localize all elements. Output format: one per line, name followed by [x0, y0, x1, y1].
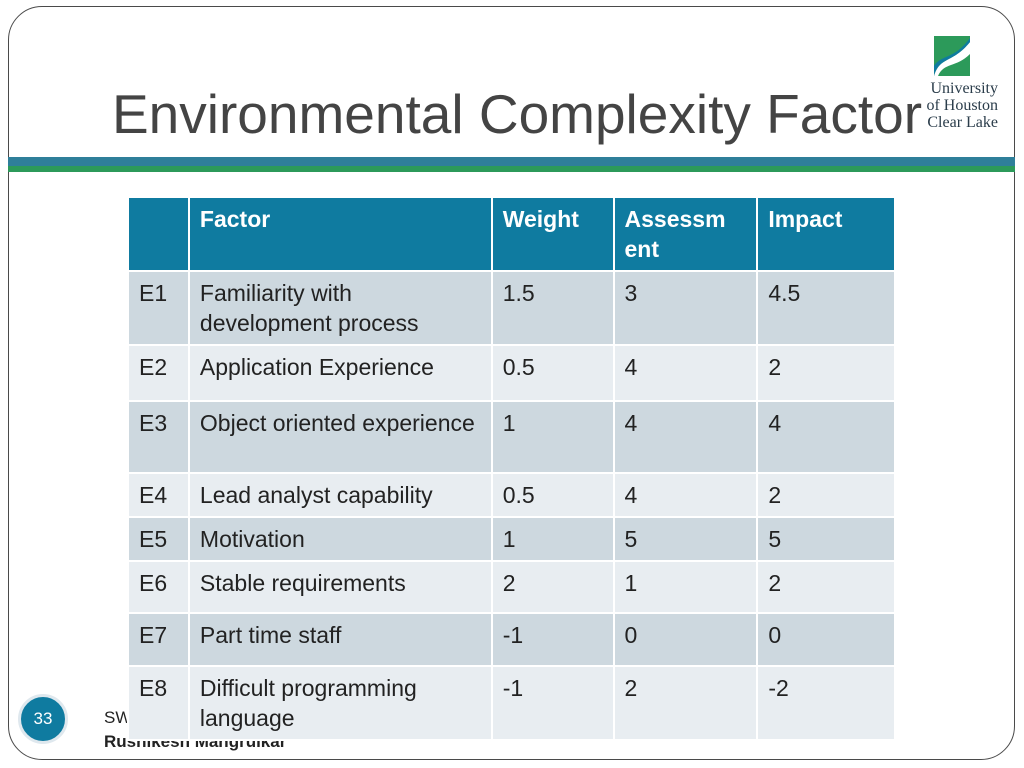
cell-impact: 2: [756, 344, 896, 402]
cell-assessment: 0: [612, 612, 759, 667]
table-row: E2 Application Experience 0.5 4 2: [127, 344, 896, 402]
cell-assessment: 4: [612, 472, 759, 518]
table-row: E3 Object oriented experience 1 4 4: [127, 400, 896, 474]
cell-impact: 0: [756, 612, 896, 667]
table-row: E8 Difficult programming language -1 2 -…: [127, 665, 896, 741]
cell-assessment: 3: [612, 270, 759, 346]
cell-weight: 1: [490, 516, 615, 562]
cell-impact: 4.5: [756, 270, 896, 346]
table-header-row: Factor Weight Assessm ent Impact: [127, 196, 896, 272]
cell-id: E5: [127, 516, 190, 562]
cell-weight: 1.5: [490, 270, 615, 346]
footer-course-text: SW: [104, 708, 132, 727]
cell-id: E4: [127, 472, 190, 518]
table-row: E7 Part time staff -1 0 0: [127, 612, 896, 667]
cell-factor: Lead analyst capability: [187, 472, 493, 518]
cell-weight: -1: [490, 612, 615, 667]
logo-line-2: of Houston: [926, 97, 998, 114]
cell-factor: Object oriented experience: [187, 400, 493, 474]
cell-weight: 0.5: [490, 472, 615, 518]
cell-impact: 4: [756, 400, 896, 474]
cell-id: E3: [127, 400, 190, 474]
slide-title: Environmental Complexity Factor: [112, 83, 923, 145]
table-row: E6 Stable requirements 2 1 2: [127, 560, 896, 614]
title-divider-blue: [8, 157, 1015, 166]
header-id: [127, 196, 190, 272]
cell-weight: 0.5: [490, 344, 615, 402]
slide-number-badge: 33: [18, 694, 68, 744]
logo-line-1: University: [930, 80, 998, 97]
cell-assessment: 4: [612, 344, 759, 402]
cell-id: E2: [127, 344, 190, 402]
cell-factor: Stable requirements: [187, 560, 493, 614]
cell-id: E8: [127, 665, 190, 741]
cell-factor: Part time staff: [187, 612, 493, 667]
university-logo: University of Houston Clear Lake: [918, 36, 998, 146]
logo-text: University of Houston Clear Lake: [918, 80, 998, 131]
cell-assessment: 5: [612, 516, 759, 562]
table-row: E4 Lead analyst capability 0.5 4 2: [127, 472, 896, 518]
cell-id: E7: [127, 612, 190, 667]
cell-id: E1: [127, 270, 190, 346]
cell-factor: Difficult programming language: [187, 665, 493, 741]
logo-line-3: Clear Lake: [927, 114, 998, 131]
header-assessment: Assessm ent: [612, 196, 759, 272]
cell-assessment: 1: [612, 560, 759, 614]
header-factor: Factor: [187, 196, 493, 272]
table-row: E5 Motivation 1 5 5: [127, 516, 896, 562]
cell-assessment: 4: [612, 400, 759, 474]
cell-weight: 2: [490, 560, 615, 614]
table-row: E1 Familiarity with development process …: [127, 270, 896, 346]
title-divider-green: [8, 166, 1015, 172]
cell-assessment: 2: [612, 665, 759, 741]
ecf-table: Factor Weight Assessm ent Impact E1 Fami…: [127, 196, 896, 741]
cell-weight: -1: [490, 665, 615, 741]
header-weight: Weight: [490, 196, 615, 272]
cell-impact: 2: [756, 472, 896, 518]
cell-id: E6: [127, 560, 190, 614]
header-impact: Impact: [756, 196, 896, 272]
cell-factor: Application Experience: [187, 344, 493, 402]
cell-impact: 2: [756, 560, 896, 614]
cell-weight: 1: [490, 400, 615, 474]
cell-impact: 5: [756, 516, 896, 562]
cell-impact: -2: [756, 665, 896, 741]
cell-factor: Motivation: [187, 516, 493, 562]
logo-mark-icon: [934, 36, 970, 76]
cell-factor: Familiarity with development process: [187, 270, 493, 346]
